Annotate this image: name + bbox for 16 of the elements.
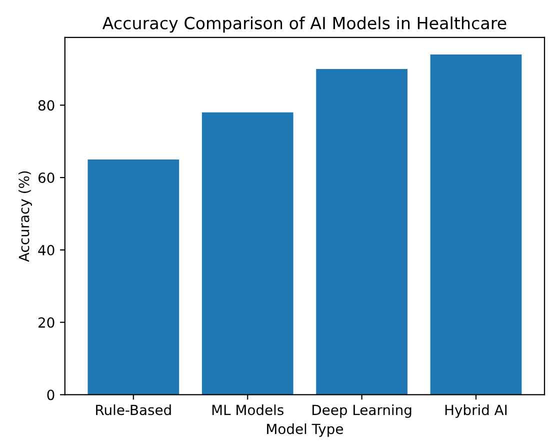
x-tick-label: Hybrid AI <box>445 404 507 418</box>
y-tick-label: 0 <box>47 390 54 400</box>
x-tick-label: ML Models <box>212 404 284 416</box>
chart-title: Accuracy Comparison of AI Models in Healthcare <box>102 16 506 33</box>
y-tick-label: 40 <box>38 244 54 256</box>
x-axis-title: Model Type <box>267 423 343 437</box>
bar <box>88 159 180 395</box>
y-tick-label: 80 <box>38 100 54 111</box>
x-tick-label: Deep Learning <box>312 404 412 418</box>
bar <box>316 68 408 395</box>
x-tick-label: Rule-Based <box>96 404 171 416</box>
bar <box>202 112 294 395</box>
y-axis-title: Accuracy (%) <box>18 171 32 262</box>
bar <box>430 54 522 395</box>
y-tick-label: 20 <box>38 317 54 328</box>
y-tick-label: 60 <box>38 172 54 184</box>
